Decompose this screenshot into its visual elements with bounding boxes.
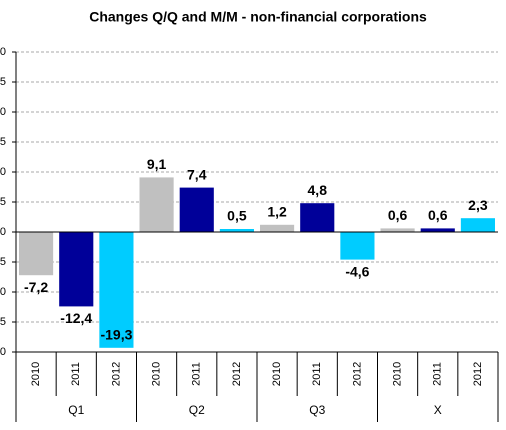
x-tick-label: 2010 (150, 362, 162, 386)
x-tick-label: 2011 (70, 362, 82, 386)
bar (19, 232, 54, 276)
y-tick-label: 5 (0, 196, 6, 208)
bar (59, 232, 94, 307)
y-tick-label: 20 (0, 106, 6, 118)
x-tick-label: 2010 (30, 362, 42, 386)
y-tick-label: 25 (0, 76, 6, 88)
data-label: 4,8 (308, 182, 328, 198)
bar (380, 228, 415, 232)
x-tick-label: 2011 (191, 362, 203, 386)
bar (460, 218, 495, 232)
data-label: 2,3 (468, 197, 488, 213)
bar (99, 232, 134, 348)
data-label: 7,4 (187, 166, 207, 182)
data-label: -19,3 (100, 327, 132, 343)
bar (260, 224, 295, 232)
x-tick-label: 2012 (110, 362, 122, 386)
data-label: -7,2 (24, 279, 48, 295)
data-label: 9,1 (147, 156, 167, 172)
y-tick-label: -10 (0, 286, 6, 298)
bar (300, 203, 335, 232)
x-group-label: Q3 (309, 403, 325, 417)
x-group-label: Q1 (68, 403, 84, 417)
x-group-label: Q2 (189, 403, 205, 417)
x-tick-label: 2012 (472, 362, 484, 386)
data-label: 0,5 (227, 208, 247, 224)
x-group-label: X (434, 403, 442, 417)
bar (219, 229, 254, 232)
y-tick-label: 15 (0, 136, 6, 148)
y-tick-label: -5 (0, 256, 6, 268)
y-tick-label: -15 (0, 316, 6, 328)
x-tick-label: 2012 (231, 362, 243, 386)
x-tick-label: 2011 (432, 362, 444, 386)
bar (340, 232, 375, 260)
x-tick-label: 2012 (351, 362, 363, 386)
data-label: 1,2 (267, 204, 287, 220)
bar (139, 177, 174, 232)
x-tick-label: 2011 (311, 362, 323, 386)
y-tick-label: 30 (0, 46, 6, 58)
y-tick-label: -20 (0, 346, 6, 358)
bar (179, 187, 214, 232)
y-tick-label: 0 (0, 226, 6, 238)
data-label: 0,6 (428, 207, 448, 223)
x-tick-label: 2010 (271, 362, 283, 386)
x-tick-label: 2010 (391, 362, 403, 386)
data-label: -12,4 (60, 310, 92, 326)
data-label: -4,6 (345, 263, 369, 279)
y-tick-label: 10 (0, 166, 6, 178)
bar (420, 228, 455, 232)
data-label: 0,6 (388, 207, 408, 223)
chart-title: Changes Q/Q and M/M - non-financial corp… (89, 9, 427, 25)
